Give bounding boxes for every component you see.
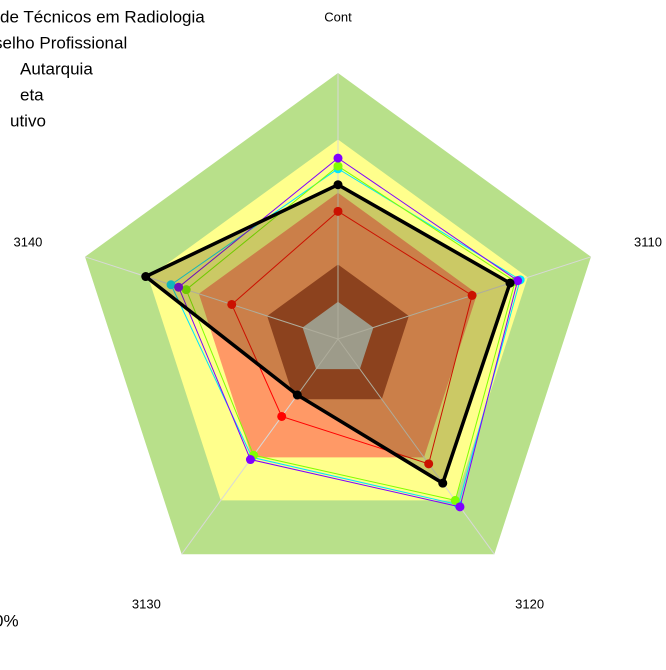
axis-label: Cont xyxy=(324,9,352,24)
data-point xyxy=(450,495,460,505)
data-point xyxy=(277,411,287,421)
data-point xyxy=(227,299,237,309)
data-point xyxy=(333,206,343,216)
data-point xyxy=(333,180,343,190)
axis-line xyxy=(337,338,495,555)
data-point xyxy=(174,282,184,292)
series-line xyxy=(142,182,513,486)
data-point xyxy=(438,478,448,488)
series-line xyxy=(178,157,519,508)
axis-line xyxy=(181,338,339,555)
legend-entry: utivo xyxy=(10,111,46,130)
data-point xyxy=(513,276,523,286)
data-point xyxy=(181,285,191,295)
axis-label: 3140 xyxy=(13,234,42,249)
axis-label: 3120 xyxy=(515,596,544,611)
footnote: 0% xyxy=(0,611,19,630)
data-point xyxy=(245,455,255,465)
data-point xyxy=(333,161,343,171)
data-point xyxy=(424,459,434,469)
legend-entry: Autarquia xyxy=(20,59,93,78)
data-point xyxy=(292,390,302,400)
legend-entry: de Técnicos em Radiologia xyxy=(0,7,205,26)
axis-label: 3130 xyxy=(132,596,161,611)
data-point xyxy=(166,280,176,290)
data-point xyxy=(455,502,465,512)
data-point xyxy=(467,290,477,300)
data-point xyxy=(141,272,151,282)
legend-entry: eta xyxy=(20,85,44,104)
data-point xyxy=(333,153,343,163)
legend-entry: selho Profissional xyxy=(0,33,127,52)
axis-line xyxy=(337,256,592,340)
data-point xyxy=(505,278,515,288)
axis-line xyxy=(84,256,339,340)
axis-label: 3110 xyxy=(634,234,662,249)
series-line xyxy=(185,165,516,501)
series-line xyxy=(231,210,473,465)
